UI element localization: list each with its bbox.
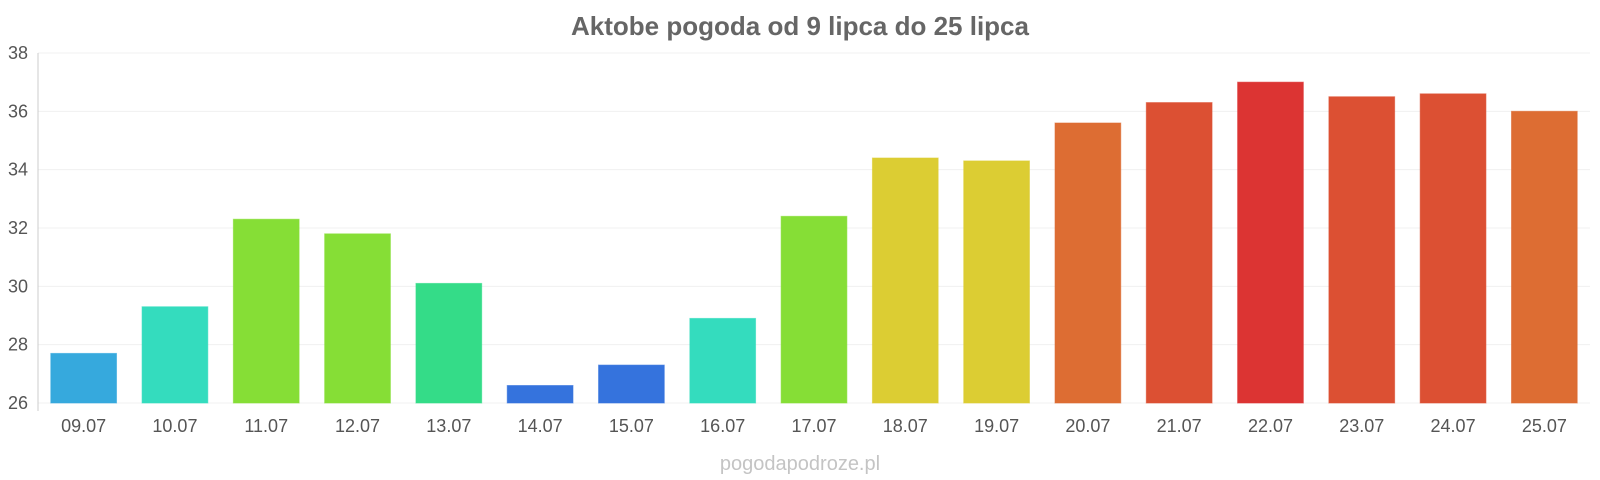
y-tick-label: 26 <box>8 393 28 413</box>
x-tick-label: 24.07 <box>1431 416 1476 436</box>
x-tick-label: 11.07 <box>244 416 288 436</box>
bar-21.07 <box>1145 102 1213 404</box>
x-tick-label: 13.07 <box>426 416 471 436</box>
x-tick-label: 15.07 <box>609 416 654 436</box>
x-tick-label: 19.07 <box>974 416 1019 436</box>
bar-23.07 <box>1328 96 1396 404</box>
bar-13.07 <box>415 282 483 404</box>
bar-11.07 <box>232 218 300 404</box>
x-tick-label: 17.07 <box>791 416 836 436</box>
y-tick-label: 28 <box>8 335 28 355</box>
x-tick-label: 18.07 <box>883 416 928 436</box>
bar-24.07 <box>1419 93 1487 404</box>
bar-15.07 <box>598 364 665 404</box>
bar-16.07 <box>689 317 757 404</box>
y-tick-label: 32 <box>8 218 28 238</box>
x-tick-label: 09.07 <box>61 416 106 436</box>
bar-20.07 <box>1054 122 1122 404</box>
bar-10.07 <box>141 306 209 404</box>
x-tick-label: 12.07 <box>335 416 380 436</box>
x-tick-label: 14.07 <box>518 416 563 436</box>
bar-14.07 <box>506 385 574 404</box>
bars <box>50 81 1578 404</box>
x-tick-label: 10.07 <box>152 416 197 436</box>
y-tick-label: 30 <box>8 276 28 296</box>
bar-12.07 <box>324 233 391 404</box>
bar-18.07 <box>871 157 939 404</box>
x-tick-label: 22.07 <box>1248 416 1293 436</box>
x-tick-label: 16.07 <box>700 416 745 436</box>
bar-09.07 <box>50 352 118 404</box>
y-tick-label: 36 <box>8 101 28 121</box>
bar-19.07 <box>963 160 1030 404</box>
bar-17.07 <box>780 215 848 404</box>
y-tick-label: 38 <box>8 43 28 63</box>
x-axis-ticks: 09.07 10.07 11.07 12.07 13.07 14.07 15.07 16.07… <box>61 416 1567 436</box>
x-tick-label: 25.07 <box>1522 416 1567 436</box>
x-tick-label: 23.07 <box>1339 416 1384 436</box>
bar-22.07 <box>1237 81 1304 404</box>
x-tick-label: 20.07 <box>1065 416 1110 436</box>
y-axis-ticks: 26 28 30 32 34 36 38 <box>8 43 28 413</box>
y-tick-label: 34 <box>8 160 28 180</box>
chart-title: Aktobe pogoda od 9 lipca do 25 lipca <box>571 11 1029 41</box>
watermark: pogodapodroze.pl <box>720 453 880 475</box>
x-tick-label: 21.07 <box>1157 416 1202 436</box>
bar-25.07 <box>1510 110 1578 404</box>
